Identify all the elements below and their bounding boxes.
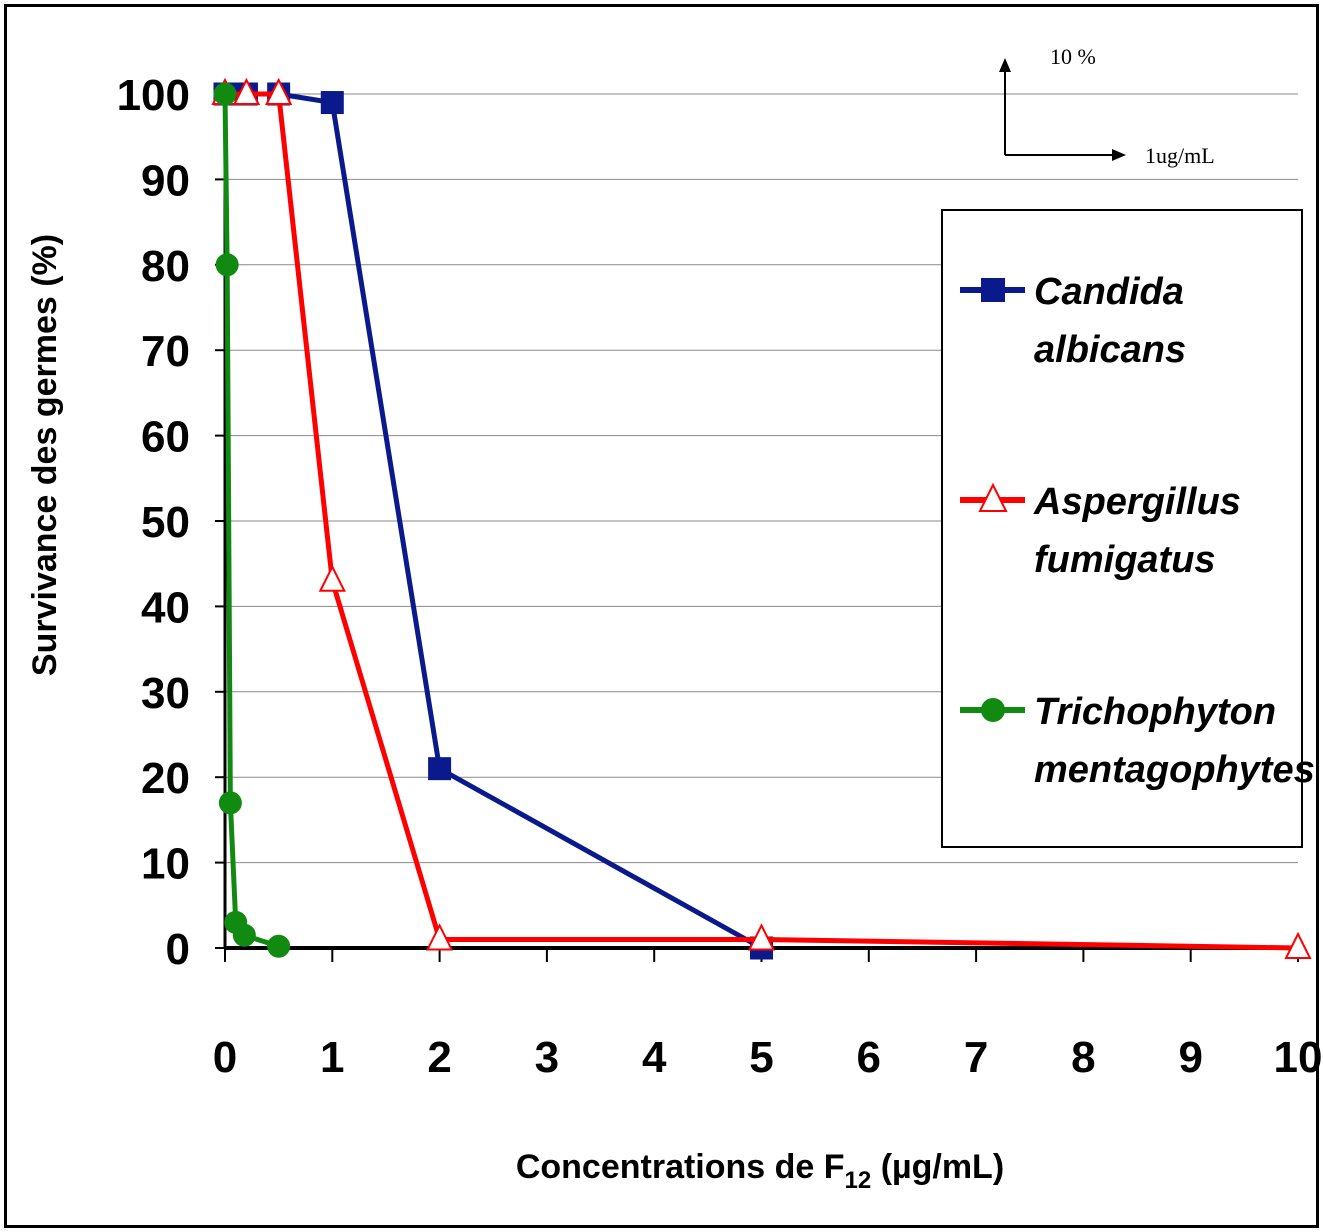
data-point-triangle <box>425 923 454 951</box>
y-tick-label: 100 <box>117 71 190 120</box>
scale-indicator: 10 % 1ug/mL <box>999 44 1215 168</box>
y-tick-label: 70 <box>141 327 190 376</box>
x-tick-label: 1 <box>320 1033 344 1082</box>
x-tick-label: 8 <box>1071 1033 1095 1082</box>
legend-label-line1: Aspergillus <box>1033 481 1241 523</box>
legend-label-line1: Candida <box>1034 271 1184 313</box>
y-tick-label: 80 <box>141 242 190 291</box>
scale-x-label: 1ug/mL <box>1145 143 1215 168</box>
x-tick-label: 7 <box>964 1033 988 1082</box>
data-point-circle <box>218 791 242 815</box>
scale-y-label: 10 % <box>1050 44 1096 69</box>
legend: Candida albicans Aspergillus fumigatus Trich… <box>941 209 1315 848</box>
y-tick-label: 30 <box>141 669 190 718</box>
x-tick-label: 6 <box>857 1033 881 1082</box>
y-axis-title: Survivance des germes (%) <box>26 234 64 676</box>
legend-item-0: Candida albicans <box>960 271 1186 371</box>
data-point-triangle <box>1284 931 1312 959</box>
y-tick-label: 50 <box>141 498 190 547</box>
x-tick-label: 4 <box>642 1033 667 1082</box>
series-line <box>222 93 280 949</box>
legend-box <box>941 209 1303 848</box>
y-tick-label: 10 <box>141 840 190 889</box>
legend-item-1: Aspergillus fumigatus <box>960 481 1241 581</box>
x-tick-label: 3 <box>535 1033 559 1082</box>
legend-item-2: Trichophyton mentagophytes <box>960 691 1315 791</box>
y-tick-labels: 0 10 20 30 40 50 60 70 80 90 100 <box>117 71 190 974</box>
x-tick-labels: 0 1 2 3 4 5 6 7 8 9 10 <box>213 1033 1323 1082</box>
y-tick-label: 0 <box>166 925 190 974</box>
x-tick-label: 0 <box>213 1033 237 1082</box>
data-point-square <box>428 757 452 781</box>
legend-marker-triangle <box>978 482 1008 512</box>
legend-label-line2: fumigatus <box>1034 539 1216 581</box>
x-axis-title: Concentrations de F12 (µg/mL) <box>516 1148 1004 1194</box>
data-point-square <box>320 91 344 115</box>
data-point-triangle <box>318 564 346 592</box>
legend-label-line2: albicans <box>1034 329 1186 371</box>
y-tick-label: 20 <box>141 754 190 803</box>
scale-x-arrowhead <box>1112 149 1126 161</box>
x-axis-title-unit: (µg/mL) <box>871 1148 1004 1186</box>
data-point-circle <box>267 934 291 958</box>
legend-label-line1: Trichophyton <box>1034 691 1276 733</box>
data-point-triangle <box>232 77 261 105</box>
data-point-triangle <box>265 77 293 105</box>
data-point-circle <box>213 82 237 106</box>
x-axis-title-subscript: 12 <box>845 1167 872 1194</box>
legend-marker-circle <box>981 698 1005 722</box>
scale-y-arrowhead <box>999 58 1011 72</box>
legend-label-line2: mentagophytes <box>1034 749 1315 791</box>
data-point-circle <box>232 923 256 947</box>
data-point-circle <box>215 253 239 277</box>
x-tick-label: 10 <box>1274 1033 1323 1082</box>
data-point-triangle <box>747 923 776 951</box>
y-tick-label: 90 <box>141 156 190 205</box>
x-tick-label: 5 <box>749 1033 773 1082</box>
x-axis-title-main: Concentrations de F <box>516 1148 845 1186</box>
x-tick-label: 9 <box>1178 1033 1202 1082</box>
series-2 <box>213 82 291 958</box>
y-tick-label: 40 <box>141 583 190 632</box>
x-tick-label: 2 <box>427 1033 451 1082</box>
legend-marker-square <box>981 278 1005 302</box>
y-tick-label: 60 <box>141 413 190 462</box>
data-series <box>211 77 1312 960</box>
